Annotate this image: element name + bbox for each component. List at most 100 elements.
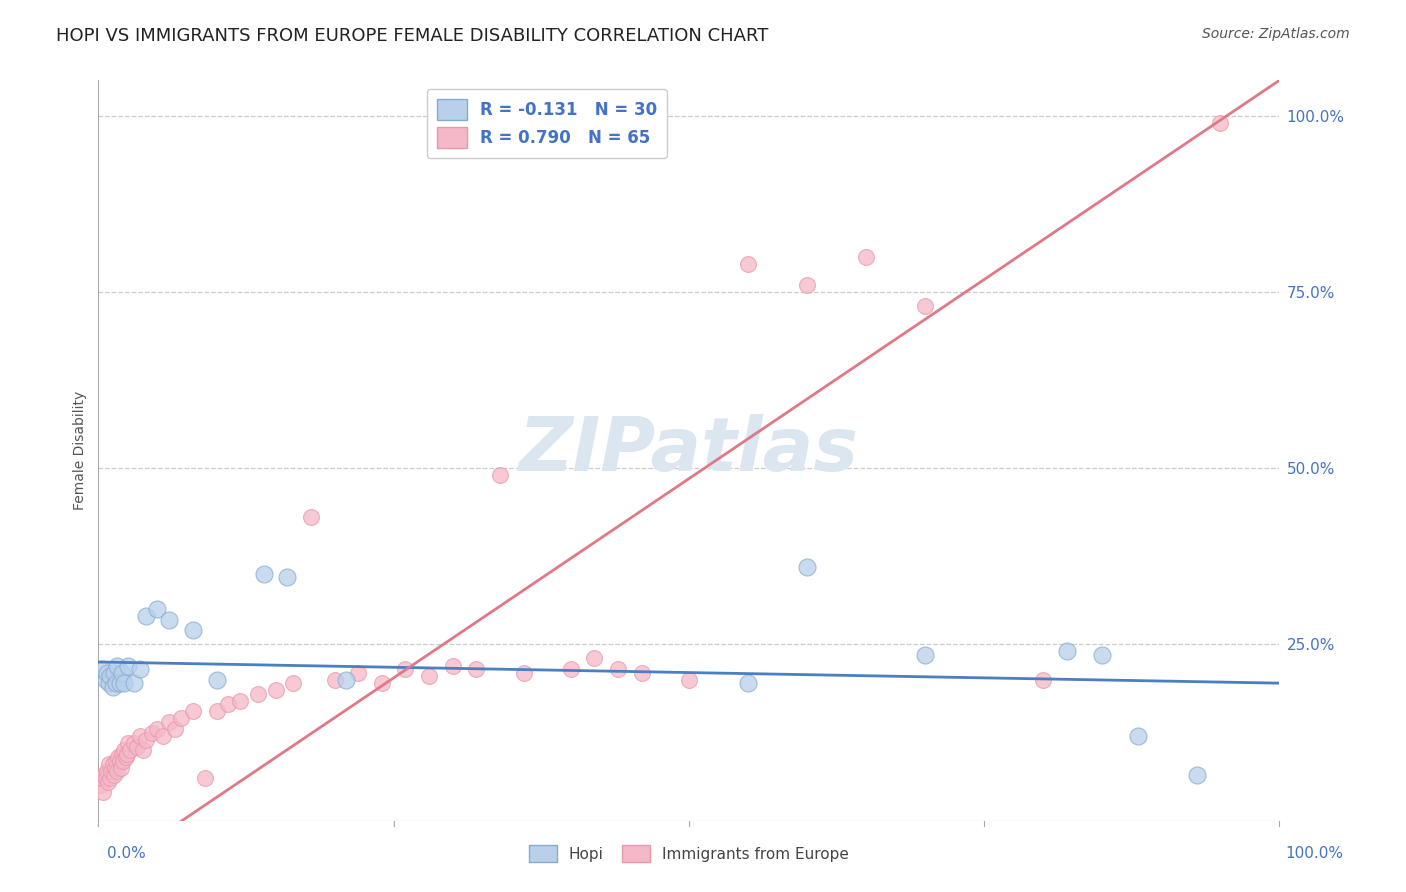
- Point: [135, 609, 157, 624]
- Legend: Hopi, Immigrants from Europe: Hopi, Immigrants from Europe: [523, 838, 855, 869]
- Point: [914, 648, 936, 662]
- Point: [98, 757, 121, 772]
- Point: [217, 698, 239, 712]
- Point: [101, 757, 124, 772]
- Point: [1185, 768, 1208, 782]
- Point: [229, 694, 252, 708]
- Point: [97, 775, 120, 789]
- Text: 0.0%: 0.0%: [107, 847, 146, 861]
- Point: [117, 658, 139, 673]
- Point: [1032, 673, 1054, 687]
- Point: [146, 722, 169, 736]
- Y-axis label: Female Disability: Female Disability: [73, 391, 87, 510]
- Point: [105, 676, 128, 690]
- Point: [170, 711, 193, 725]
- Point: [105, 754, 128, 768]
- Point: [105, 764, 128, 779]
- Point: [855, 250, 877, 264]
- Point: [678, 673, 700, 687]
- Point: [737, 676, 759, 690]
- Point: [98, 669, 121, 683]
- Point: [335, 673, 357, 687]
- Point: [276, 570, 298, 584]
- Point: [128, 662, 150, 676]
- Text: Source: ZipAtlas.com: Source: ZipAtlas.com: [1202, 27, 1350, 41]
- Point: [117, 736, 139, 750]
- Point: [96, 764, 118, 779]
- Point: [94, 673, 117, 687]
- Point: [796, 559, 818, 574]
- Point: [1056, 644, 1078, 658]
- Point: [489, 468, 512, 483]
- Point: [105, 658, 128, 673]
- Point: [441, 658, 464, 673]
- Point: [110, 761, 132, 775]
- Point: [114, 750, 136, 764]
- Point: [98, 772, 121, 786]
- Point: [122, 676, 145, 690]
- Point: [135, 732, 157, 747]
- Point: [253, 566, 276, 581]
- Point: [107, 750, 129, 764]
- Point: [120, 743, 142, 757]
- Point: [115, 747, 138, 761]
- Point: [1091, 648, 1114, 662]
- Point: [111, 665, 134, 680]
- Point: [347, 665, 370, 680]
- Point: [152, 729, 174, 743]
- Point: [108, 676, 131, 690]
- Point: [630, 665, 652, 680]
- Point: [1126, 729, 1149, 743]
- Point: [103, 665, 125, 680]
- Text: 100.0%: 100.0%: [1285, 847, 1344, 861]
- Point: [96, 665, 118, 680]
- Text: HOPI VS IMMIGRANTS FROM EUROPE FEMALE DISABILITY CORRELATION CHART: HOPI VS IMMIGRANTS FROM EUROPE FEMALE DI…: [56, 27, 769, 45]
- Point: [283, 676, 305, 690]
- Point: [560, 662, 582, 676]
- Point: [583, 651, 606, 665]
- Point: [101, 680, 124, 694]
- Point: [264, 683, 287, 698]
- Text: ZIPatlas: ZIPatlas: [519, 414, 859, 487]
- Point: [299, 510, 322, 524]
- Point: [205, 673, 228, 687]
- Point: [205, 704, 228, 718]
- Point: [1209, 115, 1232, 129]
- Point: [127, 739, 149, 754]
- Point: [90, 778, 112, 792]
- Point: [91, 662, 114, 676]
- Point: [103, 768, 125, 782]
- Point: [194, 772, 217, 786]
- Point: [465, 662, 488, 676]
- Point: [181, 704, 204, 718]
- Point: [128, 729, 150, 743]
- Point: [98, 676, 121, 690]
- Point: [165, 722, 187, 736]
- Point: [914, 299, 936, 313]
- Point: [737, 257, 759, 271]
- Point: [157, 613, 180, 627]
- Point: [91, 785, 114, 799]
- Point: [512, 665, 534, 680]
- Point: [104, 761, 127, 775]
- Point: [607, 662, 630, 676]
- Point: [111, 747, 134, 761]
- Point: [112, 743, 135, 757]
- Point: [100, 764, 122, 779]
- Point: [371, 676, 394, 690]
- Point: [141, 725, 163, 739]
- Point: [181, 624, 204, 638]
- Point: [146, 602, 169, 616]
- Point: [796, 277, 818, 292]
- Point: [91, 772, 114, 786]
- Point: [132, 743, 155, 757]
- Point: [108, 754, 131, 768]
- Point: [323, 673, 346, 687]
- Point: [94, 772, 117, 786]
- Point: [418, 669, 440, 683]
- Point: [157, 714, 180, 729]
- Point: [394, 662, 416, 676]
- Point: [112, 676, 135, 690]
- Point: [246, 687, 269, 701]
- Point: [93, 768, 115, 782]
